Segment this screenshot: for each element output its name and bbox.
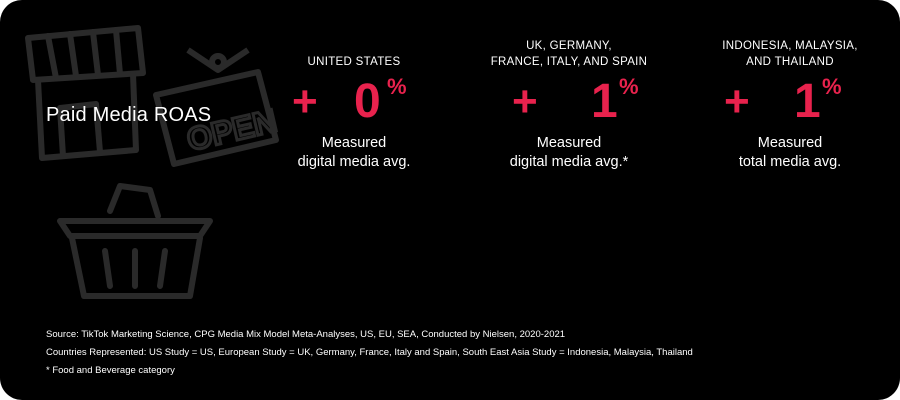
description-line: Measured <box>321 135 387 151</box>
region-line: AND THAILAND <box>746 56 834 68</box>
stat-value: + 1 % <box>680 74 900 130</box>
stat-number: 1 <box>591 75 618 128</box>
stat-value: + 1 % <box>459 74 679 130</box>
footnotes: Source: TikTok Marketing Science, CPG Me… <box>46 326 693 380</box>
stat-description: Measured digital media avg. <box>244 134 464 172</box>
region-line: FRANCE, ITALY, AND SPAIN <box>490 56 648 68</box>
percent-sign: % <box>822 74 842 99</box>
source-note: Source: TikTok Marketing Science, CPG Me… <box>46 329 566 340</box>
storefront-icon <box>25 25 146 161</box>
page-title: Paid Media ROAS <box>46 104 212 126</box>
stat-description: Measured total media avg. <box>680 134 900 172</box>
stat-value: + 0 % <box>244 74 464 130</box>
plus-sign: + <box>292 77 318 126</box>
region-line: UNITED STATES <box>307 56 401 68</box>
region-label: INDONESIA, MALAYSIA, AND THAILAND <box>680 36 900 70</box>
stat-column-sea: INDONESIA, MALAYSIA, AND THAILAND + 1 % … <box>680 36 900 172</box>
open-sign-icon: OPEN <box>153 47 281 167</box>
region-line: INDONESIA, MALAYSIA, <box>722 40 858 52</box>
region-line: UK, GERMANY, <box>526 40 612 52</box>
plus-sign: + <box>724 77 750 126</box>
description-line: total media avg. <box>738 154 842 170</box>
stat-number: 1 <box>794 75 821 128</box>
region-label: UK, GERMANY, FRANCE, ITALY, AND SPAIN <box>459 36 679 70</box>
description-line: Measured <box>536 135 602 151</box>
stat-column-us: UNITED STATES + 0 % Measured digital med… <box>244 36 464 172</box>
category-note: * Food and Beverage category <box>46 365 175 376</box>
stat-column-eu: UK, GERMANY, FRANCE, ITALY, AND SPAIN + … <box>459 36 679 172</box>
plus-sign: + <box>512 77 538 126</box>
countries-note: Countries Represented: US Study = US, Eu… <box>46 347 693 358</box>
percent-sign: % <box>387 74 407 99</box>
description-line: digital media avg.* <box>509 154 629 170</box>
region-label: UNITED STATES <box>244 36 464 70</box>
percent-sign: % <box>619 74 639 99</box>
shopping-basket-icon <box>57 183 213 299</box>
stat-description: Measured digital media avg.* <box>459 134 679 172</box>
stat-number: 0 <box>354 75 381 128</box>
description-line: digital media avg. <box>297 154 411 170</box>
description-line: Measured <box>757 135 823 151</box>
